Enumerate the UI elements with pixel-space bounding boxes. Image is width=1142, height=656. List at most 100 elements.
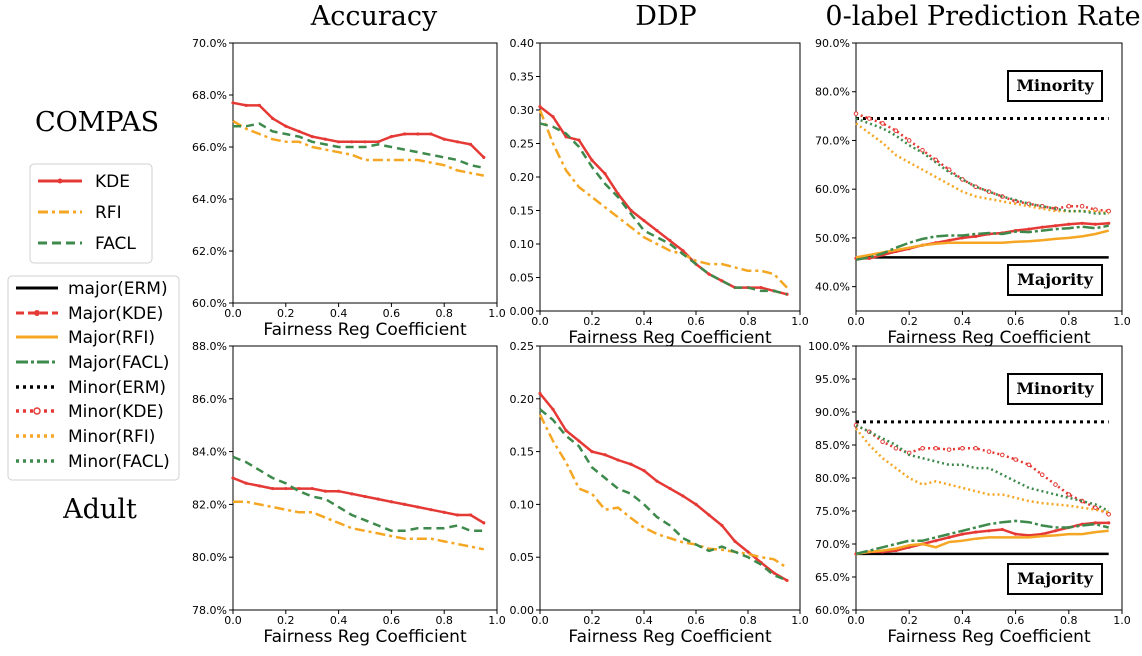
series-facl (232, 455, 484, 533)
point-major-kde (1027, 227, 1031, 231)
series-kde (232, 101, 485, 159)
chart-panels: 0.0 0.2 0.4 0.6 0.8 1.0 60.0% 62.0% 64.0% 66.0% 68… (192, 37, 1131, 647)
point-kde (616, 458, 620, 462)
point-kde (323, 489, 327, 493)
y-tick-label: 88.0% (192, 340, 227, 353)
y-tick-label: 0.25 (510, 138, 535, 151)
y-tick-label: 70.0% (815, 134, 850, 147)
point-kde (376, 140, 380, 144)
point-kde (455, 513, 459, 517)
point-kde (363, 494, 367, 499)
x-tick-label: 1.0 (791, 315, 809, 328)
y-tick-label: 0.20 (510, 171, 535, 184)
column-title-ddp: DDP (635, 1, 696, 32)
point-major-kde (1053, 224, 1058, 228)
point-major-kde (1107, 221, 1111, 225)
point-kde (668, 486, 672, 491)
row-label-compas: COMPAS (35, 107, 159, 138)
point-kde (257, 103, 261, 107)
point-minor-kde (1013, 457, 1018, 462)
point-kde (681, 494, 685, 498)
method-legend: KDE RFI FACL (29, 163, 153, 264)
x-tick-label: 0.8 (435, 614, 453, 627)
point-major-kde (1014, 532, 1018, 536)
y-tick-label: 80.0% (815, 472, 850, 485)
column-title-accuracy: Accuracy (310, 1, 438, 32)
point-kde (337, 140, 341, 144)
point-kde (403, 502, 407, 506)
majority-annotation: Majority (1007, 563, 1103, 595)
minority-label: Minority (1016, 76, 1094, 95)
point-minor-kde (906, 138, 912, 143)
point-kde (337, 489, 341, 493)
series-minor-kde (855, 424, 1110, 516)
chart-adult-ddp: 0.0 0.2 0.4 0.6 0.8 1.0 0.00 0.05 0.10 0.15 0.20 0.… (510, 340, 809, 647)
x-tick-label: 0.0 (224, 614, 242, 627)
y-tick-label: 0.40 (510, 37, 535, 50)
x-tick-label: 0.2 (583, 315, 601, 328)
point-minor-kde (973, 446, 979, 451)
point-major-kde (947, 535, 951, 540)
point-kde (429, 132, 433, 136)
y-tick-label: 80.0% (192, 551, 227, 564)
point-kde (482, 155, 486, 159)
x-axis-label: Fairness Reg Coefficient (887, 627, 1091, 647)
y-tick-label: 64.0% (192, 193, 227, 206)
point-major-kde (974, 234, 978, 239)
point-minor-kde (893, 128, 899, 134)
y-tick-label: 0.05 (510, 272, 535, 285)
x-tick-label: 0.0 (847, 614, 865, 627)
series-major-facl (855, 224, 1109, 262)
point-kde (376, 497, 380, 501)
point-major-kde (974, 530, 978, 534)
point-major-kde (1053, 529, 1058, 533)
plot-area (232, 345, 498, 611)
point-kde (297, 129, 301, 133)
point-kde (746, 550, 750, 554)
point-minor-kde (1053, 482, 1058, 487)
majority-box (1007, 264, 1103, 296)
point-kde (694, 502, 698, 506)
x-tick-label: 0.8 (435, 307, 453, 320)
point-kde (482, 521, 486, 525)
plot-area (232, 42, 498, 304)
point-kde (538, 391, 542, 396)
series-rfi (538, 109, 788, 289)
majority-label: Majority (1017, 270, 1093, 289)
y-tick-label: 70.0% (192, 37, 227, 50)
y-tick-label: 0.10 (510, 498, 535, 511)
x-tick-label: 0.0 (531, 614, 549, 627)
series-facl (539, 408, 788, 582)
point-major-kde (934, 539, 938, 543)
series-rfi (232, 119, 485, 177)
point-major-kde (1093, 521, 1097, 525)
x-tick-label: 0.2 (277, 614, 295, 627)
x-axis-label: Fairness Reg Coefficient (568, 328, 772, 348)
chart-adult-accuracy: 0.0 0.2 0.4 0.6 0.8 1.0 78.0% 80.0% 82.0% 84.0% 86… (192, 340, 506, 647)
y-tick-label: 0.05 (510, 551, 535, 564)
legend-major-kde-label: Major(KDE) (68, 304, 163, 324)
point-kde (231, 101, 235, 105)
point-minor-kde (1066, 203, 1072, 209)
point-kde (310, 486, 314, 491)
minority-box (1007, 70, 1103, 102)
x-tick-label: 1.0 (488, 614, 506, 627)
point-kde (257, 484, 261, 488)
minority-annotation: Minority (1007, 373, 1103, 405)
series-facl (539, 122, 788, 296)
y-tick-label: 0.30 (510, 104, 535, 117)
point-kde (284, 486, 288, 491)
y-tick-label: 62.0% (192, 245, 227, 258)
group-legend: major(ERM) Major(KDE) Major(RFI) Major(F… (7, 275, 180, 481)
chart-compas-ddp: 0.0 0.2 0.4 0.6 0.8 1.0 0.00 0.05 0.10 0.15 0.20 0.… (510, 37, 809, 348)
y-tick-label: 78.0% (192, 604, 227, 617)
point-major-kde (987, 529, 991, 533)
x-tick-label: 0.8 (1060, 614, 1078, 627)
legend-minor-kde-label: Minor(KDE) (68, 402, 164, 422)
series-major-rfi (855, 229, 1110, 259)
plot-area (539, 42, 801, 312)
y-tick-label: 68.0% (192, 89, 227, 102)
point-kde (469, 142, 473, 146)
point-kde (707, 513, 711, 517)
point-kde (350, 492, 354, 496)
